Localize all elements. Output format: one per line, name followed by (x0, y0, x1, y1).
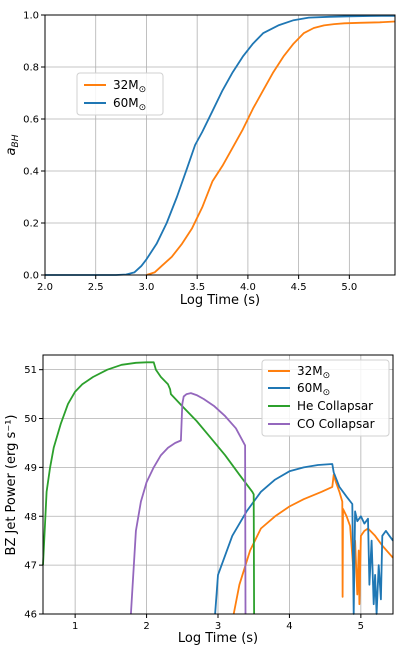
bottom-legend-label-he: He Collapsar (297, 399, 373, 413)
bottom-x-ticks: 1 2 3 4 5 (72, 614, 364, 632)
top-y-tick-label: 1.0 (23, 11, 39, 22)
bottom-x-tick-label: 5 (358, 621, 364, 632)
top-y-axis-label-sub: BH (11, 134, 21, 147)
bottom-x-tick-label: 2 (143, 621, 149, 632)
bottom-legend-box (261, 359, 390, 437)
top-y-tick-label: 0.2 (23, 219, 39, 230)
bottom-y-tick-label: 47 (24, 561, 37, 572)
top-x-axis-label: Log Time (s) (180, 293, 260, 308)
top-legend-label-60m-sub: ⊙ (139, 103, 147, 113)
top-series-60m-line (45, 14, 396, 276)
top-series-lines (45, 14, 396, 276)
bottom-legend-label-co: CO Collapsar (297, 417, 375, 431)
top-x-tick-label: 2.5 (88, 282, 104, 293)
bottom-y-tick-label: 49 (24, 463, 37, 474)
top-y-axis-label-main: a (4, 147, 19, 155)
top-legend-label-32m-sub: ⊙ (139, 85, 147, 95)
top-y-ticks: 0.0 0.2 0.4 0.6 0.8 1.0 (23, 11, 45, 282)
top-legend-label-32m-name: 32M (113, 78, 139, 92)
bottom-y-ticks: 46 47 48 49 50 51 (24, 365, 43, 621)
top-y-axis-label: aBH (4, 134, 21, 155)
bottom-series-co-collapsar-line (130, 392, 247, 615)
top-x-tick-label: 3.5 (189, 282, 205, 293)
bottom-y-tick-label: 46 (24, 610, 37, 621)
top-legend-box (76, 72, 164, 116)
top-x-tick-label: 4.5 (291, 282, 307, 293)
bottom-y-tick-label: 50 (24, 414, 37, 425)
top-legend-label-32m: 32M⊙ (113, 78, 146, 95)
bottom-legend-label-60m-name: 60M (297, 381, 323, 395)
top-x-tick-label: 2.0 (37, 282, 53, 293)
bottom-legend-label-32m-name: 32M (297, 364, 323, 378)
bottom-x-tick-label: 3 (215, 621, 221, 632)
top-legend-label-60m-name: 60M (113, 96, 139, 110)
bottom-legend-label-60m-sub: ⊙ (323, 388, 331, 398)
bottom-x-tick-label: 1 (72, 621, 78, 632)
top-x-tick-label: 4.0 (240, 282, 256, 293)
top-y-tick-label: 0.4 (23, 167, 39, 178)
top-legend: 32M⊙ 60M⊙ (76, 72, 164, 116)
bottom-x-axis-label: Log Time (s) (178, 631, 258, 646)
bottom-y-tick-label: 48 (24, 512, 37, 523)
chart-top: 2.0 2.5 3.0 3.5 4.0 4.5 5.0 0.0 0.2 0.4 0.6 0.8 1.0… (4, 11, 396, 308)
top-y-tick-label: 0.6 (23, 115, 39, 126)
bottom-series-32m-line (232, 473, 394, 615)
top-y-tick-label: 0.8 (23, 63, 39, 74)
bottom-legend-label-32m: 32M⊙ (297, 364, 330, 381)
bottom-legend-label-32m-sub: ⊙ (323, 371, 331, 381)
bottom-legend: 32M⊙ 60M⊙ He Collapsar CO Collapsar (261, 359, 390, 437)
bottom-series-he-collapsar-line (42, 361, 256, 615)
top-x-tick-label: 3.0 (138, 282, 154, 293)
bottom-series-60m-line (214, 463, 394, 615)
bottom-y-axis-label: BZ Jet Power (erg s⁻¹) (4, 415, 19, 556)
top-legend-label-60m: 60M⊙ (113, 96, 146, 113)
top-series-32m-line (146, 20, 396, 276)
top-x-tick-label: 5.0 (341, 282, 357, 293)
bottom-legend-label-60m: 60M⊙ (297, 381, 330, 398)
top-y-tick-label: 0.0 (23, 271, 39, 282)
bottom-series-lines (42, 361, 394, 615)
bottom-y-tick-label: 51 (24, 365, 37, 376)
top-plot-frame (44, 14, 396, 276)
bottom-x-tick-label: 4 (286, 621, 292, 632)
top-x-ticks: 2.0 2.5 3.0 3.5 4.0 4.5 5.0 (37, 275, 357, 293)
